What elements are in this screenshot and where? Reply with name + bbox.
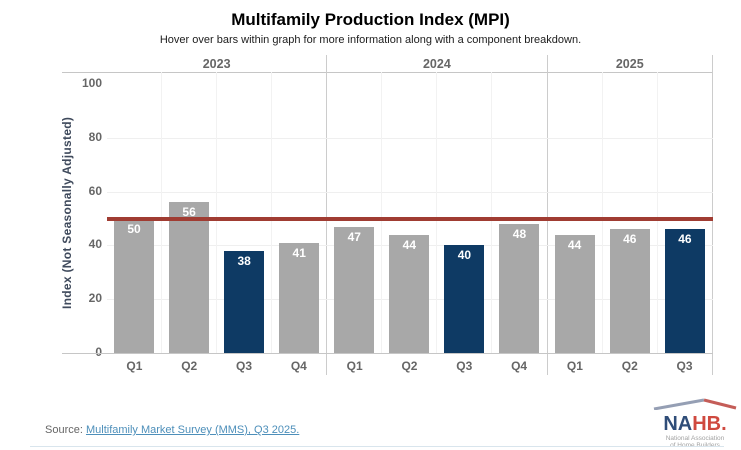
bar-2025-Q3[interactable]: 46: [664, 229, 705, 353]
source-link[interactable]: Multifamily Market Survey (MMS), Q3 2025…: [85, 424, 300, 436]
bar-value-label: 56: [182, 205, 196, 220]
year-label: 2023: [202, 56, 231, 71]
nahb-tagline-line1: National Association: [665, 435, 725, 442]
x-axis-label-2024-Q4: Q4: [511, 359, 528, 373]
bar-slot: 46: [603, 72, 658, 353]
bar-slot: 46: [658, 72, 712, 353]
year-label: 2025: [615, 56, 644, 71]
bar-2024-Q4[interactable]: 48: [499, 223, 540, 353]
x-axis-label-2024-Q2: Q2: [401, 359, 418, 373]
y-axis-title: Index (Not Seasonally Adjusted): [60, 116, 74, 309]
nahb-roof-icon: [653, 398, 737, 411]
x-axis-line: [62, 353, 713, 354]
quarter-label-band: Q1 Q2 Q3 Q4: [327, 353, 546, 375]
bars-area: 50 56 38 41: [107, 72, 326, 353]
y-axis-tick-label: 0: [95, 345, 102, 359]
chart-title: Multifamily Production Index (MPI): [231, 10, 510, 29]
quarter-label-band: Q1 Q2 Q3 Q4: [107, 353, 326, 375]
quarter-label-band: Q1 Q2 Q3: [548, 353, 712, 375]
x-axis-label-2025-Q2: Q2: [621, 359, 638, 373]
chart-subtitle: Hover over bars within graph for more in…: [159, 34, 582, 46]
x-axis-label-2023-Q2: Q2: [181, 359, 198, 373]
year-label: 2024: [422, 56, 451, 71]
breakeven-reference-line: [107, 216, 713, 221]
bar-slot: 44: [548, 72, 603, 353]
bar-slot: 47: [327, 72, 383, 353]
bar-2023-Q4[interactable]: 41: [279, 242, 320, 353]
bars-area: 44 46 46: [548, 72, 712, 353]
bar-value-label: 38: [237, 253, 251, 268]
x-axis-label-2025-Q1: Q1: [566, 359, 583, 373]
bar-value-label: 40: [457, 248, 472, 263]
y-axis-tick-label: 40: [88, 237, 102, 252]
nahb-logo: NAHB. National Association of Home Build…: [650, 397, 740, 449]
gridline: [107, 137, 713, 139]
bar-2023-Q2[interactable]: 56: [169, 202, 210, 353]
bar-value-label: 47: [347, 229, 361, 244]
y-axis-tick-label: 60: [88, 183, 102, 198]
nahb-logo-tagline: National Association of Home Builders: [650, 435, 740, 449]
x-axis-label-2023-Q1: Q1: [126, 359, 143, 373]
gridline: [107, 191, 713, 193]
bar-2025-Q2[interactable]: 46: [609, 229, 650, 353]
x-axis-label-2025-Q3: Q3: [676, 359, 693, 373]
y-axis-tick-label: 80: [88, 129, 102, 144]
bars-area: 47 44 40 48: [327, 72, 546, 353]
bottom-divider: [30, 446, 724, 447]
year-section-2024: 2024 47 44 40 48 Q1 Q2 Q3 Q4: [327, 55, 548, 375]
y-axis-tick-label: 100: [81, 76, 102, 91]
bar-value-label: 44: [402, 237, 417, 252]
x-axis-label-2024-Q1: Q1: [346, 359, 363, 373]
bar-slot: 38: [217, 72, 273, 353]
y-axis-tick-label: 20: [88, 291, 102, 306]
bar-2023-Q1[interactable]: 50: [114, 218, 155, 353]
nahb-logo-text: NAHB.: [650, 413, 740, 435]
bar-2024-Q2[interactable]: 44: [389, 234, 430, 353]
source-note: Source: Multifamily Market Survey (MMS),…: [45, 424, 299, 436]
bar-2025-Q1[interactable]: 44: [554, 234, 595, 353]
bar-2024-Q1[interactable]: 47: [334, 226, 375, 353]
year-section-2025: 2025 44 46 46 Q1 Q2 Q3: [548, 55, 713, 375]
nahb-tagline-line2: of Home Builders: [650, 442, 740, 449]
bar-value-label: 46: [623, 232, 637, 247]
bar-value-label: 50: [127, 221, 141, 236]
x-axis-label-2023-Q4: Q4: [290, 359, 307, 373]
x-axis-label-2024-Q3: Q3: [456, 359, 473, 373]
bar-slot: 50: [107, 72, 163, 353]
nahb-logo-text-na: NA: [663, 413, 693, 435]
nahb-logo-text-hb: HB.: [692, 413, 727, 435]
bar-2024-Q3[interactable]: 40: [444, 245, 485, 353]
bar-slot: 40: [437, 72, 493, 353]
bar-2023-Q3[interactable]: 38: [224, 250, 265, 353]
bar-value-label: 41: [292, 245, 306, 260]
source-prefix: Source:: [45, 424, 86, 436]
bar-value-label: 46: [678, 232, 692, 247]
bar-slot: 56: [162, 72, 218, 353]
x-axis-label-2023-Q3: Q3: [236, 359, 253, 373]
plot-top-border: [62, 72, 713, 73]
bar-slot: 41: [272, 72, 326, 353]
bar-value-label: 44: [567, 237, 582, 252]
bar-value-label: 48: [512, 226, 527, 241]
bar-slot: 44: [382, 72, 438, 353]
bar-slot: 48: [492, 72, 546, 353]
year-section-2023: 2023 50 56 38 41 Q1 Q2 Q3 Q4: [107, 55, 328, 375]
plot-area: 2023 50 56 38 41 Q1 Q2 Q3 Q4 2024 47 44 40 48 Q1 Q2 Q3 Q4…: [107, 55, 713, 375]
